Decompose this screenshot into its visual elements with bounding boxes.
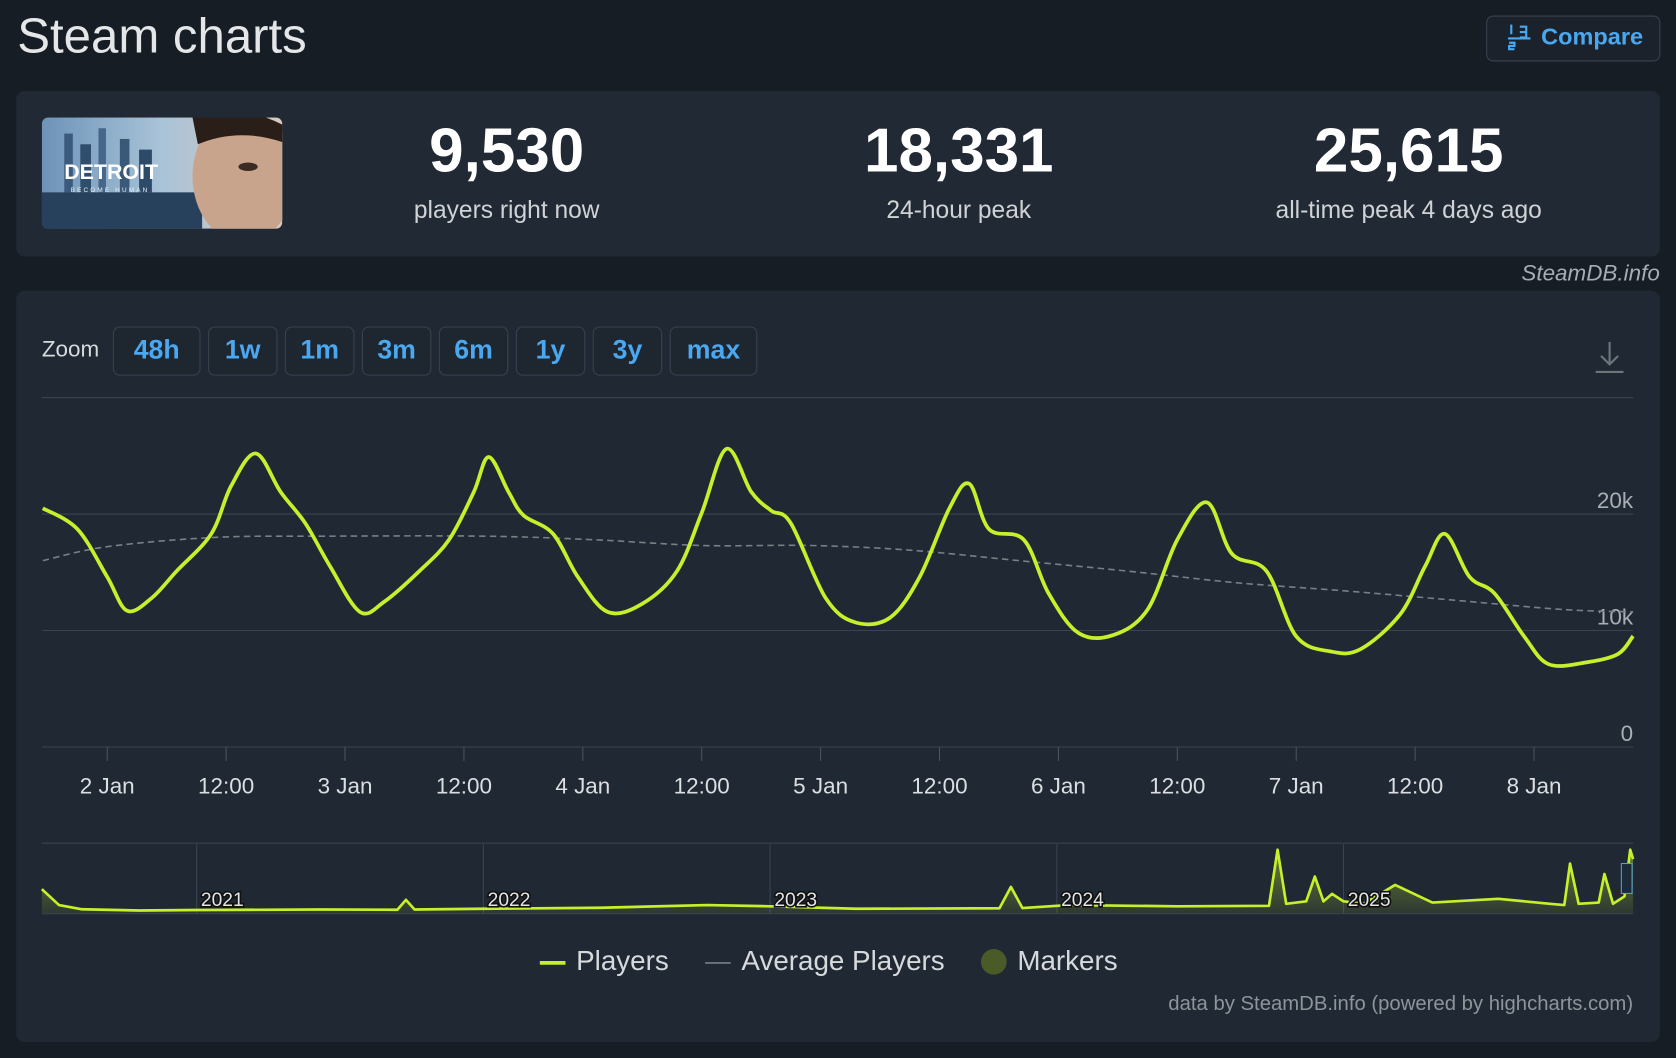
navigator-year-label: 2025 [1348,890,1391,911]
x-tick-label: 12:00 [674,774,730,799]
x-tick-label: 2 Jan [80,774,135,799]
y-tick-label: 20k [1597,488,1634,513]
zoom-button[interactable]: 3y [592,326,663,376]
stats-panel [16,90,1660,257]
legend-symbol [980,948,1007,975]
average-line [42,535,1634,613]
stat-label: 24-hour peak [886,197,1031,224]
zoom-button-label[interactable]: max [687,335,741,365]
zoom-button[interactable]: max [669,326,758,376]
zoom-button-frame[interactable] [592,326,663,376]
x-tick-label: 12:00 [911,774,967,799]
navigator-year-label: 2021 [201,890,244,911]
stat-label: players right now [414,197,600,224]
compare-label[interactable]: Compare [1541,24,1643,50]
navigator-year-label: 2023 [774,890,817,911]
y-tick-label: 10k [1597,605,1634,630]
x-tick-label: 3 Jan [318,774,373,799]
zoom-button-label[interactable]: 1y [536,335,566,365]
zoom-button-frame[interactable] [669,326,758,376]
x-tick-label: 12:00 [1149,774,1205,799]
stats: 9,530 players right now 18,331 24-hour peak… [414,116,1542,224]
page-title: Steam charts [17,10,307,64]
compare-button[interactable]: Compare [1486,15,1661,62]
navigator: 2021 2022 2023 2024 2025 [40,842,1635,915]
zoom-button-frame[interactable] [361,326,432,376]
legend: Players Average Players Markers [539,945,1118,976]
zoom-button[interactable]: 3m [361,326,432,376]
x-tick-label: 12:00 [436,774,492,799]
game-thumbnail: DETROIT BECOME HUMAN [41,117,283,229]
thumbnail-subtitle: BECOME HUMAN [71,187,150,194]
players-line [41,446,1635,668]
credits: data by SteamDB.info (powered by highcha… [1168,993,1633,1015]
navigator-year-label: 2024 [1061,890,1104,911]
zoom-button-label[interactable]: 48h [134,335,180,365]
zoom-button-frame[interactable] [515,326,586,376]
y-tick-label: 0 [1621,721,1633,746]
download-button[interactable] [1595,341,1624,373]
zoom-button-label[interactable]: 6m [454,335,493,365]
stat-value: 25,615 [1314,116,1504,185]
zoom-button-frame[interactable] [112,326,201,376]
navigator-area-fill [41,849,1634,914]
compare-icon [1508,24,1531,51]
zoom-label: Zoom [42,336,99,361]
thumbnail-title: DETROIT [64,160,158,184]
x-tick-label: 8 Jan [1507,774,1562,799]
zoom-button[interactable]: 6m [438,326,509,376]
main-chart: 0 10k 20k 2 Jan 12:00 3 Jan 12:00 4 Jan 12:00 5 J… [41,446,1635,799]
watermark: SteamDB.info [1521,261,1659,286]
zoom-button-frame[interactable] [208,326,278,376]
legend-label[interactable]: Average Players [741,945,944,976]
x-tick-label: 12:00 [1387,774,1443,799]
zoom-button[interactable]: 1y [515,326,586,376]
zoom-button[interactable]: 1m [284,326,355,376]
x-tick-label: 12:00 [198,774,254,799]
zoom-button-label[interactable]: 1w [225,335,261,365]
navigator-handle[interactable] [1620,862,1633,894]
x-tick-label: 7 Jan [1269,774,1324,799]
zoom-button-label[interactable]: 3y [613,335,643,365]
zoom-button[interactable]: 48h [112,326,201,376]
stat-value: 18,331 [864,116,1054,185]
stat-label: all-time peak 4 days ago [1276,197,1542,224]
legend-label[interactable]: Players [576,945,669,976]
chart-panel [16,290,1660,1042]
zoom-button-label[interactable]: 1m [300,335,339,365]
zoom-button-frame[interactable] [438,326,509,376]
compare-button-frame[interactable] [1486,15,1661,62]
zoom-button[interactable]: 1w [208,326,278,376]
zoom-button-label[interactable]: 3m [377,335,416,365]
x-tick-label: 6 Jan [1031,774,1086,799]
stat-value: 9,530 [429,116,584,185]
x-tick-label: 4 Jan [555,774,610,799]
zoom-buttons: 48h 1w 1m 3m 6m 1y 3y max [112,326,758,376]
navigator-year-label: 2022 [488,890,531,911]
zoom-button-frame[interactable] [284,326,355,376]
navigator-line [40,848,1635,912]
legend-label[interactable]: Markers [1017,945,1117,976]
x-tick-label: 5 Jan [793,774,848,799]
